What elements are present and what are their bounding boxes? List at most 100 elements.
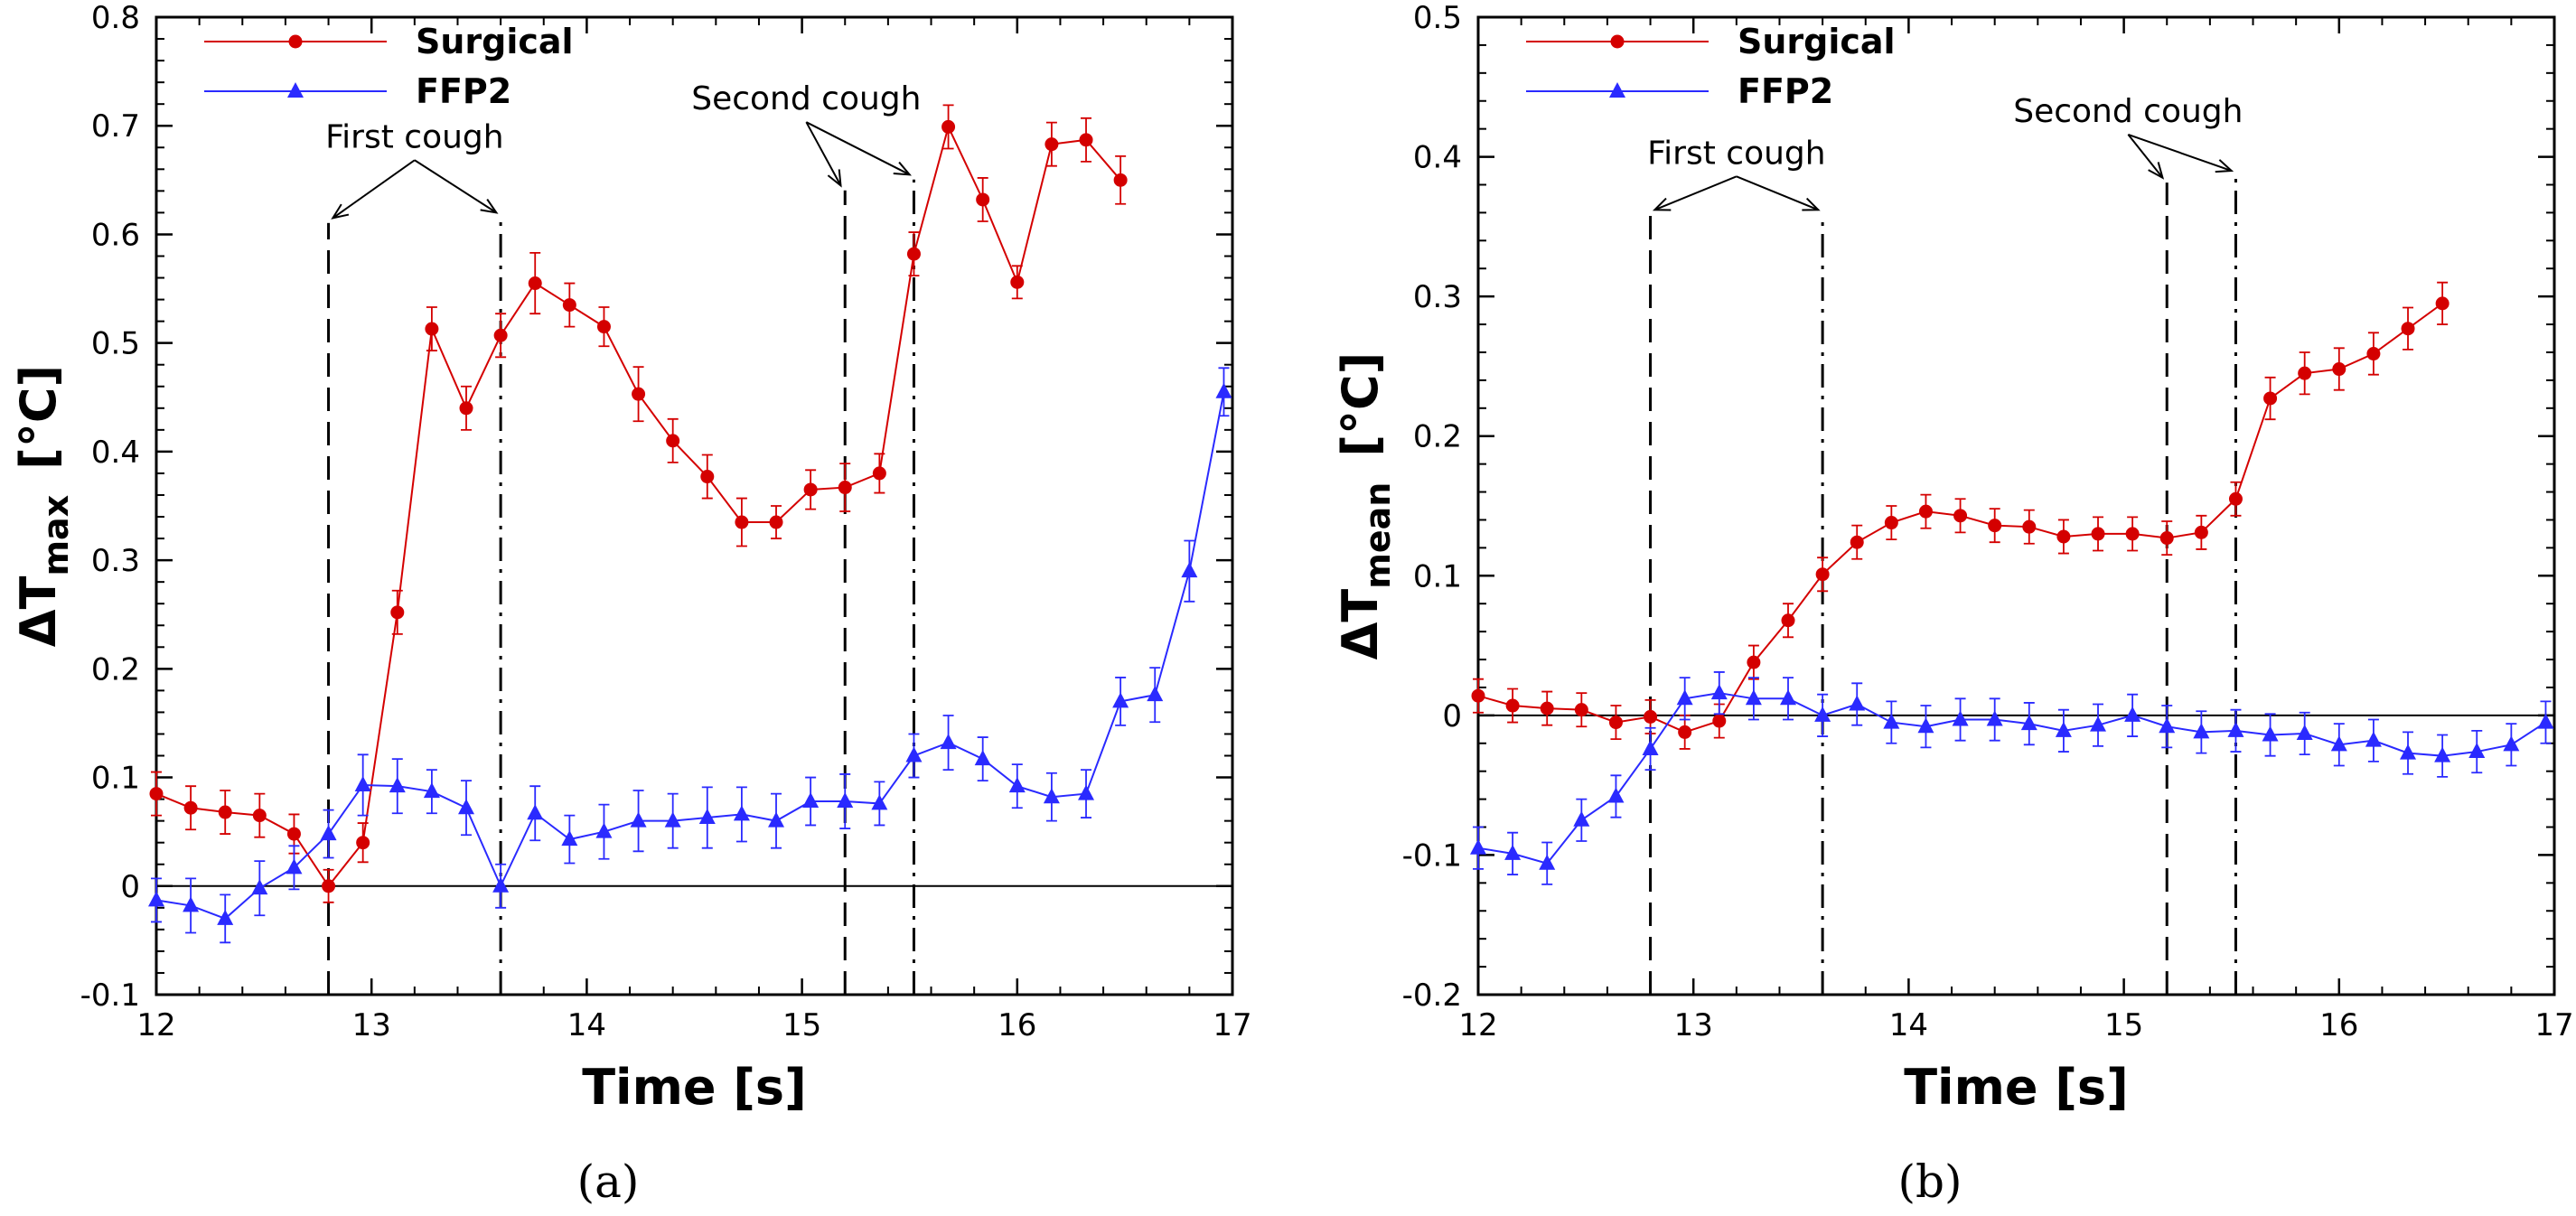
data-point xyxy=(2401,322,2415,336)
data-point xyxy=(2125,527,2140,541)
legend-marker-triangle xyxy=(1609,82,1625,98)
x-tick-label: 16 xyxy=(2319,1007,2358,1043)
data-point xyxy=(2227,721,2244,737)
data-point xyxy=(2296,724,2313,740)
data-point xyxy=(1644,709,1658,724)
y-tick-label: 0.3 xyxy=(91,543,140,579)
x-tick-label: 17 xyxy=(2534,1007,2573,1043)
y-tick-label: -0.1 xyxy=(1402,837,1462,874)
data-point xyxy=(768,811,785,828)
data-point xyxy=(322,879,336,893)
data-point xyxy=(2330,735,2347,752)
annotation-arrow xyxy=(332,159,416,220)
legend: Surgical FFP2 xyxy=(1526,22,1896,111)
y-axis-title-main: ΔT xyxy=(1332,589,1389,660)
annotation-arrow xyxy=(805,121,842,186)
data-point xyxy=(1608,716,1623,730)
data-point xyxy=(1712,714,1727,728)
y-axis-title-unit: [°C] xyxy=(1332,352,1389,457)
annotation-arrow xyxy=(2128,133,2233,172)
series-ffp2 xyxy=(1470,671,2554,885)
data-point xyxy=(218,805,232,819)
data-point xyxy=(1112,692,1129,708)
y-axis-title-subscript: mean xyxy=(1358,482,1398,589)
data-point xyxy=(1642,739,1659,755)
data-point xyxy=(2055,721,2072,737)
panel-label: (b) xyxy=(1897,1155,1962,1208)
data-point xyxy=(1008,777,1026,793)
data-point xyxy=(528,276,542,291)
data-point xyxy=(390,605,405,620)
annotation-arrow xyxy=(2127,134,2164,179)
data-point xyxy=(1678,725,1692,739)
x-tick-label: 12 xyxy=(1458,1007,1497,1043)
y-tick-label: 0.5 xyxy=(1413,0,1462,36)
data-point xyxy=(493,328,508,342)
data-point xyxy=(1747,655,1761,669)
data-point xyxy=(632,387,646,401)
series-surgical xyxy=(1471,281,2450,750)
y-tick-label: 0.2 xyxy=(1413,419,1462,455)
x-tick-label: 15 xyxy=(2104,1007,2143,1043)
annotation-label: Second cough xyxy=(691,80,921,117)
y-tick-label: 0.8 xyxy=(91,0,140,36)
data-point xyxy=(1504,844,1522,860)
data-point xyxy=(837,792,854,809)
data-point xyxy=(1607,787,1625,803)
y-tick-label: 0.5 xyxy=(91,326,140,362)
x-tick-label: 14 xyxy=(567,1007,606,1043)
data-point xyxy=(1814,706,1831,722)
plot-frame xyxy=(155,15,1234,996)
data-point xyxy=(2091,527,2105,541)
data-point xyxy=(2468,743,2486,759)
data-point xyxy=(1953,509,1968,523)
data-point xyxy=(595,822,613,838)
legend-marker-circle xyxy=(288,34,303,49)
x-tick-label: 13 xyxy=(1674,1007,1713,1043)
y-tick-label: 0.6 xyxy=(91,217,140,253)
annotation-arrow xyxy=(1736,175,1819,211)
data-point xyxy=(2022,519,2037,534)
data-point xyxy=(561,830,578,847)
data-point xyxy=(2298,366,2312,380)
series-line-ffp2 xyxy=(1477,692,2547,865)
data-point xyxy=(562,298,576,313)
data-point xyxy=(459,401,473,416)
legend-label: Surgical xyxy=(1738,22,1896,61)
x-tick-label: 17 xyxy=(1213,1007,1251,1043)
data-point xyxy=(1471,688,1485,703)
data-point xyxy=(286,827,301,841)
annotation-arrowhead xyxy=(480,198,499,214)
x-tick-label: 16 xyxy=(998,1007,1036,1043)
data-point xyxy=(356,836,370,850)
annotation-label: First cough xyxy=(1647,135,1826,172)
data-point xyxy=(320,825,337,841)
series-line-surgical xyxy=(155,124,1121,888)
x-tick-label: 12 xyxy=(136,1007,175,1043)
data-point xyxy=(251,879,268,895)
data-point xyxy=(2020,715,2037,731)
y-tick-label: 0.7 xyxy=(91,108,140,145)
data-point xyxy=(2159,717,2176,734)
data-point xyxy=(2435,296,2450,311)
y-tick-label: 0 xyxy=(120,869,140,905)
data-point xyxy=(1043,788,1060,804)
data-point xyxy=(733,805,750,821)
data-point xyxy=(664,811,681,828)
data-point xyxy=(769,515,783,529)
data-point xyxy=(2400,744,2417,760)
annotation-arrowhead xyxy=(1802,197,1821,211)
data-point xyxy=(2090,716,2107,732)
data-point xyxy=(286,858,303,875)
legend-marker-circle xyxy=(1610,34,1625,49)
data-point xyxy=(2228,491,2243,506)
data-point xyxy=(974,750,991,766)
data-point xyxy=(2194,525,2208,539)
annotation-arrowhead xyxy=(893,161,912,176)
data-point xyxy=(2537,713,2554,729)
data-point xyxy=(1079,133,1093,147)
data-point xyxy=(1918,504,1933,519)
data-point xyxy=(1505,698,1520,713)
y-tick-label: 0.1 xyxy=(91,761,140,797)
